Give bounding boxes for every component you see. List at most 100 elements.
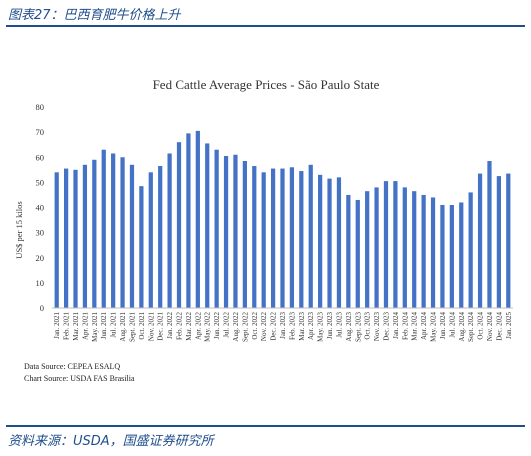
y-tick-label: 30 bbox=[36, 228, 45, 238]
x-tick-label: Apr. 2023 bbox=[307, 312, 315, 341]
bar bbox=[421, 194, 426, 308]
bar bbox=[402, 187, 407, 308]
y-tick-label: 80 bbox=[36, 102, 45, 112]
figure-source: 资料来源：USDA，国盛证券研究所 bbox=[8, 434, 214, 449]
x-tick-label: Oct. 2021 bbox=[138, 312, 146, 340]
bar bbox=[449, 204, 454, 308]
x-tick-label: Jun. 2024 bbox=[439, 312, 447, 340]
x-tick-label: Dec. 2022 bbox=[270, 312, 278, 341]
bar bbox=[270, 168, 276, 308]
x-tick-label: Jan. 2025 bbox=[505, 312, 513, 339]
bar bbox=[477, 173, 483, 308]
x-tick-label: Aug. 2021 bbox=[119, 312, 127, 342]
x-tick-label: Nov. 2024 bbox=[486, 312, 494, 342]
x-tick-label: Mar. 2022 bbox=[185, 312, 193, 341]
x-tick-label: Nov. 2021 bbox=[147, 312, 155, 342]
bar bbox=[139, 186, 144, 308]
x-tick-label: Jan. 2024 bbox=[392, 312, 400, 339]
bar bbox=[92, 159, 97, 308]
bar bbox=[308, 164, 313, 308]
bar bbox=[242, 161, 247, 308]
x-tick-label: Jan. 2021 bbox=[53, 312, 61, 339]
bar bbox=[336, 177, 342, 308]
x-tick-label: Jan. 2023 bbox=[279, 312, 287, 339]
x-tick-label: Jul. 2022 bbox=[223, 312, 231, 338]
y-axis-label: US$ per 15 kilos bbox=[16, 201, 24, 258]
x-tick-label: Nov. 2023 bbox=[373, 312, 381, 342]
bar bbox=[73, 169, 78, 308]
x-tick-label: Sept. 2022 bbox=[241, 312, 249, 342]
bar bbox=[383, 181, 389, 308]
x-tick-label: Dec. 2021 bbox=[157, 312, 165, 341]
bar bbox=[459, 202, 464, 308]
y-tick-label: 40 bbox=[36, 203, 45, 213]
bar bbox=[148, 172, 153, 308]
x-tick-label: Jun. 2022 bbox=[213, 312, 221, 340]
bar bbox=[167, 153, 172, 308]
bar bbox=[233, 154, 238, 308]
bar bbox=[365, 191, 370, 308]
bar bbox=[430, 197, 436, 308]
x-tick-label: Jun. 2023 bbox=[326, 312, 334, 340]
x-tick-label: Mar. 2023 bbox=[298, 312, 306, 341]
figure-title: 图表27：巴西育肥牛价格上升 bbox=[8, 8, 181, 23]
x-tick-label: May. 2022 bbox=[204, 312, 212, 342]
bar bbox=[195, 130, 200, 308]
x-tick-label: May. 2021 bbox=[91, 312, 99, 342]
bar bbox=[261, 172, 266, 308]
bottom-rule bbox=[6, 425, 525, 427]
chart-container: Fed Cattle Average Prices - São Paulo St… bbox=[14, 60, 521, 390]
chart-source-note: Chart Source: USDA FAS Brasilia bbox=[24, 374, 135, 383]
x-tick-label: Jun. 2021 bbox=[100, 312, 108, 340]
bar bbox=[299, 171, 304, 308]
top-rule bbox=[6, 25, 525, 27]
y-tick-label: 0 bbox=[40, 303, 44, 313]
x-tick-label: Apr. 2024 bbox=[420, 312, 428, 341]
y-tick-label: 70 bbox=[36, 127, 45, 137]
x-tick-label: Feb. 2023 bbox=[288, 312, 296, 341]
x-axis-ticks: Jan. 2021 Feb. 2021 Mar. 2021 Apr. 2021 May.… bbox=[53, 312, 513, 342]
bar bbox=[374, 187, 379, 308]
x-tick-label: Dec. 2024 bbox=[495, 312, 503, 341]
x-tick-label: Sept. 2021 bbox=[128, 312, 136, 342]
bar bbox=[120, 157, 125, 308]
bar bbox=[101, 149, 106, 308]
x-tick-label: Oct. 2024 bbox=[477, 312, 485, 340]
bar bbox=[393, 181, 398, 308]
bar bbox=[64, 168, 69, 308]
bar bbox=[412, 191, 417, 308]
bar bbox=[214, 149, 219, 308]
x-tick-label: Feb. 2024 bbox=[401, 312, 409, 341]
x-tick-label: Oct. 2022 bbox=[251, 312, 259, 340]
bar bbox=[487, 161, 492, 308]
x-tick-label: Sept. 2024 bbox=[467, 312, 475, 342]
bar bbox=[82, 164, 88, 308]
x-tick-label: Jan. 2022 bbox=[166, 312, 174, 339]
bar bbox=[318, 174, 323, 308]
x-tick-label: Oct. 2023 bbox=[364, 312, 372, 340]
x-tick-label: Apr. 2022 bbox=[194, 312, 202, 341]
chart-svg: Fed Cattle Average Prices - São Paulo St… bbox=[14, 77, 513, 342]
bar bbox=[223, 155, 229, 308]
x-tick-label: Mar. 2021 bbox=[72, 312, 80, 341]
y-tick-label: 50 bbox=[36, 177, 45, 187]
bar bbox=[252, 166, 257, 308]
bar bbox=[129, 164, 135, 308]
bar bbox=[176, 142, 182, 308]
bar bbox=[280, 168, 285, 308]
y-tick-label: 60 bbox=[36, 152, 45, 162]
x-tick-label: Sept. 2023 bbox=[354, 312, 362, 342]
bar-series bbox=[54, 130, 511, 308]
bar bbox=[186, 133, 191, 308]
bar bbox=[205, 143, 210, 308]
bar bbox=[327, 178, 332, 308]
x-tick-label: Feb. 2021 bbox=[63, 312, 71, 341]
bar bbox=[346, 194, 351, 308]
bar bbox=[54, 172, 59, 308]
x-tick-label: Jul. 2021 bbox=[110, 312, 118, 338]
bar bbox=[506, 173, 511, 308]
y-tick-label: 20 bbox=[36, 253, 45, 263]
x-tick-label: Jul. 2024 bbox=[448, 312, 456, 338]
bar bbox=[496, 176, 501, 308]
bar bbox=[289, 167, 295, 308]
